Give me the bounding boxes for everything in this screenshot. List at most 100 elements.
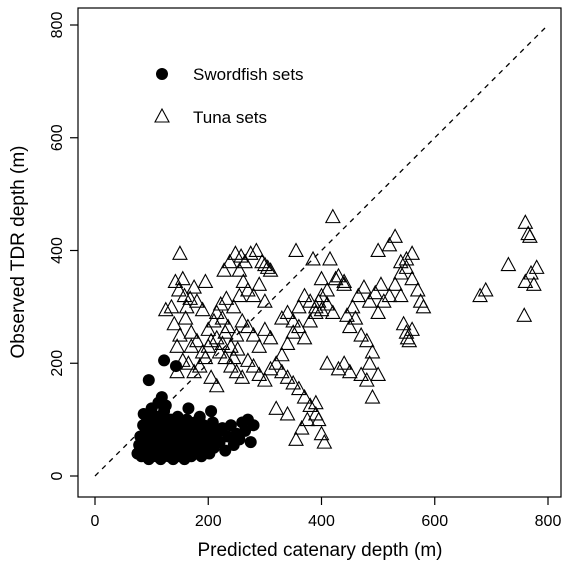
tuna-point xyxy=(170,281,187,297)
tuna-point xyxy=(225,298,242,314)
swordfish-point xyxy=(172,422,185,435)
tuna-point xyxy=(293,419,310,435)
tuna-point xyxy=(341,363,358,379)
tuna-point xyxy=(166,315,183,331)
swordfish-point xyxy=(184,436,197,449)
tuna-point xyxy=(229,340,246,356)
tuna-point xyxy=(296,329,313,345)
tuna-point xyxy=(285,324,302,339)
x-tick-label: 200 xyxy=(195,513,222,530)
swordfish-point xyxy=(205,405,218,418)
tuna-point xyxy=(523,264,539,280)
tuna-point xyxy=(251,366,268,382)
tuna-point xyxy=(225,349,242,365)
tuna-point xyxy=(172,326,188,342)
tuna-point xyxy=(361,293,378,308)
tuna-point xyxy=(409,281,426,297)
swordfish-point xyxy=(213,436,226,449)
tuna-point xyxy=(174,270,191,286)
tuna-point xyxy=(189,293,205,308)
tuna-point xyxy=(273,346,290,362)
tuna-point xyxy=(220,318,236,334)
tuna-point xyxy=(381,287,398,303)
legend: Swordfish sets Tuna sets xyxy=(154,65,304,127)
tuna-point xyxy=(290,318,307,334)
tuna-point xyxy=(268,355,285,370)
tuna-point xyxy=(212,295,229,311)
tuna-point xyxy=(176,287,193,303)
tuna-point xyxy=(279,335,296,351)
tuna-point xyxy=(214,309,231,325)
tuna-point xyxy=(234,312,251,328)
tuna-point xyxy=(324,208,341,224)
tuna-point xyxy=(208,377,225,393)
tuna-point xyxy=(234,369,251,384)
tuna-point xyxy=(367,284,384,300)
tuna-point xyxy=(157,301,174,317)
tuna-point xyxy=(242,245,259,260)
swordfish-point xyxy=(163,444,176,457)
tuna-point xyxy=(404,245,421,260)
tuna-point xyxy=(392,287,409,303)
tuna-point xyxy=(387,276,404,291)
tuna-point xyxy=(186,363,203,379)
tuna-point xyxy=(392,253,409,269)
tuna-point xyxy=(350,287,367,303)
tuna-point xyxy=(305,250,321,266)
tuna-point xyxy=(218,290,235,305)
tuna-point xyxy=(336,276,353,291)
tuna-point xyxy=(279,304,296,320)
tuna-point xyxy=(182,290,199,305)
tuna-point xyxy=(364,388,381,404)
tuna-point xyxy=(197,349,214,365)
tuna-point xyxy=(353,326,370,342)
tuna-point xyxy=(239,281,256,297)
tuna-point xyxy=(296,287,313,303)
tuna-point xyxy=(228,363,245,379)
tuna-point xyxy=(256,293,273,308)
tuna-point xyxy=(256,256,273,272)
tuna-point xyxy=(290,380,307,396)
tuna-point xyxy=(205,312,222,328)
tuna-point xyxy=(319,281,336,297)
tuna-point xyxy=(398,324,415,339)
tuna-point xyxy=(186,278,203,294)
reference-line-group xyxy=(94,24,549,477)
tuna-point xyxy=(330,267,347,283)
tuna-point xyxy=(319,295,336,311)
swordfish-point xyxy=(182,402,195,415)
tuna-point xyxy=(211,343,228,359)
tuna-point xyxy=(217,349,234,365)
tuna-point xyxy=(237,253,253,269)
tuna-point xyxy=(387,228,404,243)
tuna-point xyxy=(194,301,211,317)
one-to-one-line xyxy=(94,24,549,477)
tuna-point xyxy=(288,242,304,258)
tuna-point xyxy=(330,360,347,376)
tuna-point xyxy=(361,355,378,370)
tuna-point xyxy=(233,247,250,263)
swordfish-point xyxy=(155,391,168,404)
tuna-point xyxy=(216,262,233,277)
tuna-point xyxy=(373,276,389,291)
tuna-point xyxy=(517,273,534,289)
tuna-point xyxy=(262,329,279,345)
tuna-point xyxy=(163,298,180,314)
tuna-point xyxy=(248,242,265,258)
tuna-point xyxy=(245,357,262,373)
tuna-point xyxy=(472,287,488,303)
tuna-point xyxy=(235,273,252,289)
tuna-point xyxy=(203,369,220,384)
data-series-group xyxy=(131,208,545,466)
tuna-point xyxy=(245,287,262,303)
tuna-point xyxy=(177,309,194,325)
tuna-point xyxy=(203,332,220,348)
tuna-point xyxy=(319,355,336,370)
legend-swordfish-marker xyxy=(156,68,168,80)
tuna-point xyxy=(200,321,217,336)
tuna-point xyxy=(395,315,412,331)
tuna-point xyxy=(375,293,392,308)
tuna-point xyxy=(169,338,186,353)
swordfish-point xyxy=(244,436,257,449)
